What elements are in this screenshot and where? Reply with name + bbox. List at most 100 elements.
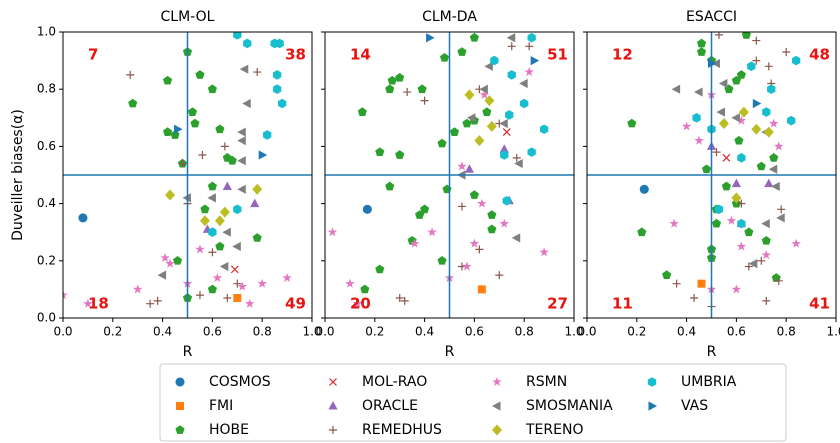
marker [170, 130, 180, 139]
marker [462, 118, 472, 128]
marker [233, 279, 242, 288]
marker [352, 298, 363, 308]
legend-label: MOL-RAO [362, 374, 427, 390]
x-tick-label: 0.8 [777, 325, 796, 339]
marker [507, 70, 516, 80]
marker [722, 153, 731, 162]
legend-marker [175, 377, 185, 387]
legend-marker [492, 377, 502, 387]
points [63, 32, 292, 308]
marker [252, 183, 263, 195]
x-tick-label: 0.8 [253, 325, 272, 339]
marker [527, 32, 536, 43]
x-tick-label: 0.6 [727, 325, 746, 339]
panel-title: ESACCI [686, 9, 737, 25]
marker [731, 75, 741, 85]
marker [502, 195, 511, 206]
marker [200, 204, 210, 214]
marker [519, 78, 528, 89]
marker [716, 107, 725, 117]
marker [525, 42, 534, 51]
marker [479, 84, 488, 94]
marker [282, 272, 292, 283]
marker [718, 78, 728, 89]
marker [697, 279, 706, 288]
marker [477, 285, 486, 294]
marker [484, 61, 493, 71]
x-tick-label: 0.2 [365, 325, 384, 339]
marker [748, 259, 758, 269]
marker [792, 55, 801, 66]
marker [357, 107, 367, 116]
count: 27 [547, 295, 568, 313]
marker [78, 213, 88, 223]
marker [195, 291, 204, 300]
marker [484, 95, 495, 107]
marker [469, 238, 480, 248]
count: 11 [612, 295, 633, 313]
axes-frame [62, 31, 313, 319]
marker [464, 164, 475, 173]
marker [146, 299, 155, 308]
marker [63, 290, 68, 300]
marker [736, 115, 747, 125]
marker [524, 67, 534, 77]
panel-title: CLM-DA [422, 9, 477, 25]
marker [207, 84, 217, 94]
marker [153, 296, 162, 305]
marker [237, 281, 248, 291]
marker [768, 118, 779, 128]
marker [275, 38, 284, 49]
marker [731, 113, 740, 123]
marker [764, 62, 773, 71]
x-tick-label: 1.0 [826, 325, 840, 339]
marker [223, 293, 232, 302]
marker [499, 144, 509, 153]
y-tick-label: 1.0 [37, 25, 56, 39]
marker [253, 68, 262, 77]
marker [505, 110, 514, 120]
marker [222, 181, 232, 190]
marker [83, 298, 93, 308]
legend-box [159, 363, 787, 442]
marker [195, 244, 205, 254]
marker [486, 120, 497, 132]
marker [250, 198, 260, 208]
marker [731, 192, 742, 204]
marker [747, 61, 756, 72]
count: 20 [350, 295, 371, 313]
marker [696, 38, 707, 48]
legend-label: REMEDHUS [362, 422, 442, 438]
marker [272, 70, 282, 80]
marker [736, 70, 746, 79]
marker [220, 142, 229, 151]
marker [426, 33, 435, 43]
marker [227, 155, 237, 165]
marker [701, 164, 712, 174]
marker [190, 118, 200, 128]
marker [714, 204, 724, 215]
marker [420, 204, 430, 214]
marker [712, 148, 721, 157]
x-tick-label: 0.4 [677, 325, 696, 339]
marker [439, 52, 450, 62]
marker [737, 199, 746, 208]
y-tick-label: 0.6 [37, 139, 56, 153]
marker [487, 224, 497, 234]
marker [726, 215, 737, 225]
count: 38 [285, 46, 306, 64]
marker [437, 255, 447, 265]
marker [692, 113, 701, 123]
marker [385, 84, 395, 94]
axes-frame [586, 31, 837, 319]
marker [345, 278, 355, 288]
marker [219, 206, 230, 218]
legend-marker [329, 378, 337, 386]
marker [198, 150, 207, 159]
marker [711, 218, 722, 228]
marker [233, 32, 242, 40]
marker [731, 178, 741, 188]
marker [327, 227, 338, 237]
y-tick-label: 0.4 [37, 196, 56, 210]
marker [199, 215, 210, 227]
